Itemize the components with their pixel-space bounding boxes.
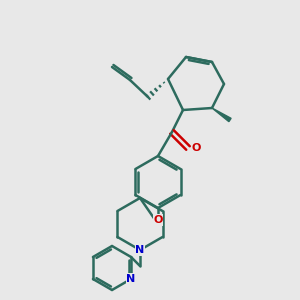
Text: O: O bbox=[153, 215, 163, 225]
Text: O: O bbox=[191, 143, 201, 153]
Polygon shape bbox=[212, 108, 231, 122]
Text: N: N bbox=[126, 274, 136, 284]
Text: O: O bbox=[153, 215, 163, 225]
Text: N: N bbox=[135, 245, 145, 255]
